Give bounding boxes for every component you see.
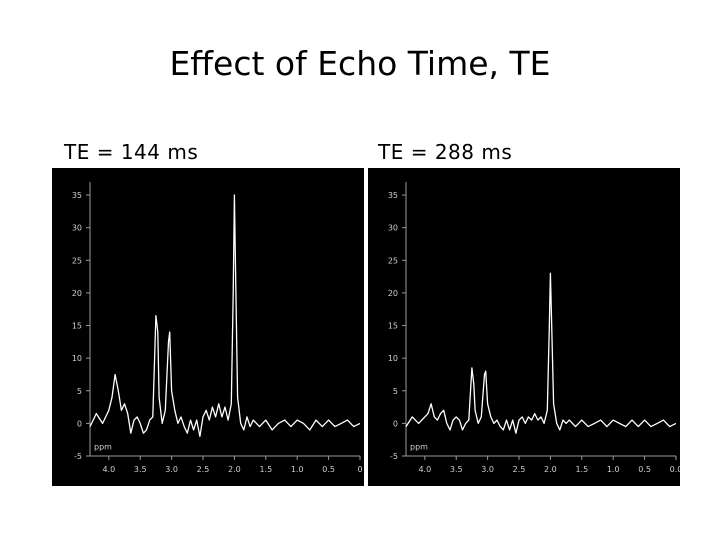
spectrum-right-x-tick-label: 0.5 [638,465,651,474]
spectrum-left-x-tick-label: 2.0 [228,465,241,474]
spectrum-right-y-tick-label: 30 [388,224,398,233]
spectrum-left-title: TE = 144 ms [64,140,199,164]
spectrum-left-x-tick-label: 3.0 [165,465,178,474]
spectrum-right-y-tick-label: 20 [388,289,398,298]
spectrum-left-x-tick-label: 2.5 [197,465,210,474]
spectrum-left-chart: 35 30 25 20 15 10 5 0 -5 4.0 3.5 3.0 2.5 2.0 1.5 1.0 0.5… [72,182,363,474]
spectrum-right-y-tick-label: 35 [388,191,398,200]
spectrum-left-y-tick-label: 15 [72,322,82,331]
spectrum-right-x-axis-label: ppm [410,442,428,451]
spectrum-left-y-tick-label: 5 [77,387,82,396]
spectrum-left-panel: 35 30 25 20 15 10 5 0 -5 4.0 3.5 3.0 2.5 2.0 1.5 1.0 0.5… [52,168,364,486]
spectrum-right-x-tick-label: 1.5 [575,465,588,474]
spectrum-right-x-tick-label: 2.0 [544,465,557,474]
spectrum-right-y-tick-label: 0 [393,419,398,428]
spectrum-left-x-tick-label: 1.0 [291,465,304,474]
spectrum-right-panel: 35 30 25 20 15 10 5 0 -5 4.0 3.5 3.0 2.5 2.0 1.5 1.0 0.5… [368,168,680,486]
slide-title: Effect of Echo Time, TE [169,44,551,83]
spectrum-left-x-axis-label: ppm [94,442,112,451]
spectrum-left-x-tick-label: 1.5 [259,465,272,474]
spectrum-left-series-line [89,194,361,438]
spectrum-right-y-tick-label: 15 [388,322,398,331]
spectrum-right-chart: 35 30 25 20 15 10 5 0 -5 4.0 3.5 3.0 2.5 2.0 1.5 1.0 0.5… [388,182,680,474]
spectrum-right-x-tick-label: 0.0 [670,465,680,474]
spectrum-left-y-tick-label: 25 [72,256,82,265]
spectrum-right-x-tick-label: 1.0 [607,465,620,474]
spectrum-right-x-tick-label: 2.5 [513,465,526,474]
spectrum-right-y-tick-label: -5 [390,452,398,461]
spectrum-right-y-tick-label: 5 [393,387,398,396]
spectrum-right-title: TE = 288 ms [378,140,513,164]
spectrum-left-y-tick-label: 10 [72,354,82,363]
spectrum-left-y-tick-label: 0 [77,419,82,428]
spectrum-left-x-tick-label: 4.0 [102,465,115,474]
spectrum-right-x-tick-label: 3.0 [481,465,494,474]
spectrum-left-x-tick-label: 3.5 [134,465,147,474]
spectrum-left-y-tick-label: -5 [74,452,82,461]
spectrum-right-series-line [405,272,677,434]
spectrum-left-y-tick-label: 35 [72,191,82,200]
spectrum-right-y-tick-label: 10 [388,354,398,363]
spectrum-right-x-tick-label: 4.0 [418,465,431,474]
spectrum-left-y-tick-label: 20 [72,289,82,298]
spectrum-left-x-tick-label: 0 [357,465,362,474]
spectrum-left-x-tick-label: 0.5 [322,465,335,474]
spectrum-right-y-tick-label: 25 [388,256,398,265]
spectrum-left-y-tick-label: 30 [72,224,82,233]
spectrum-right-x-tick-label: 3.5 [450,465,463,474]
